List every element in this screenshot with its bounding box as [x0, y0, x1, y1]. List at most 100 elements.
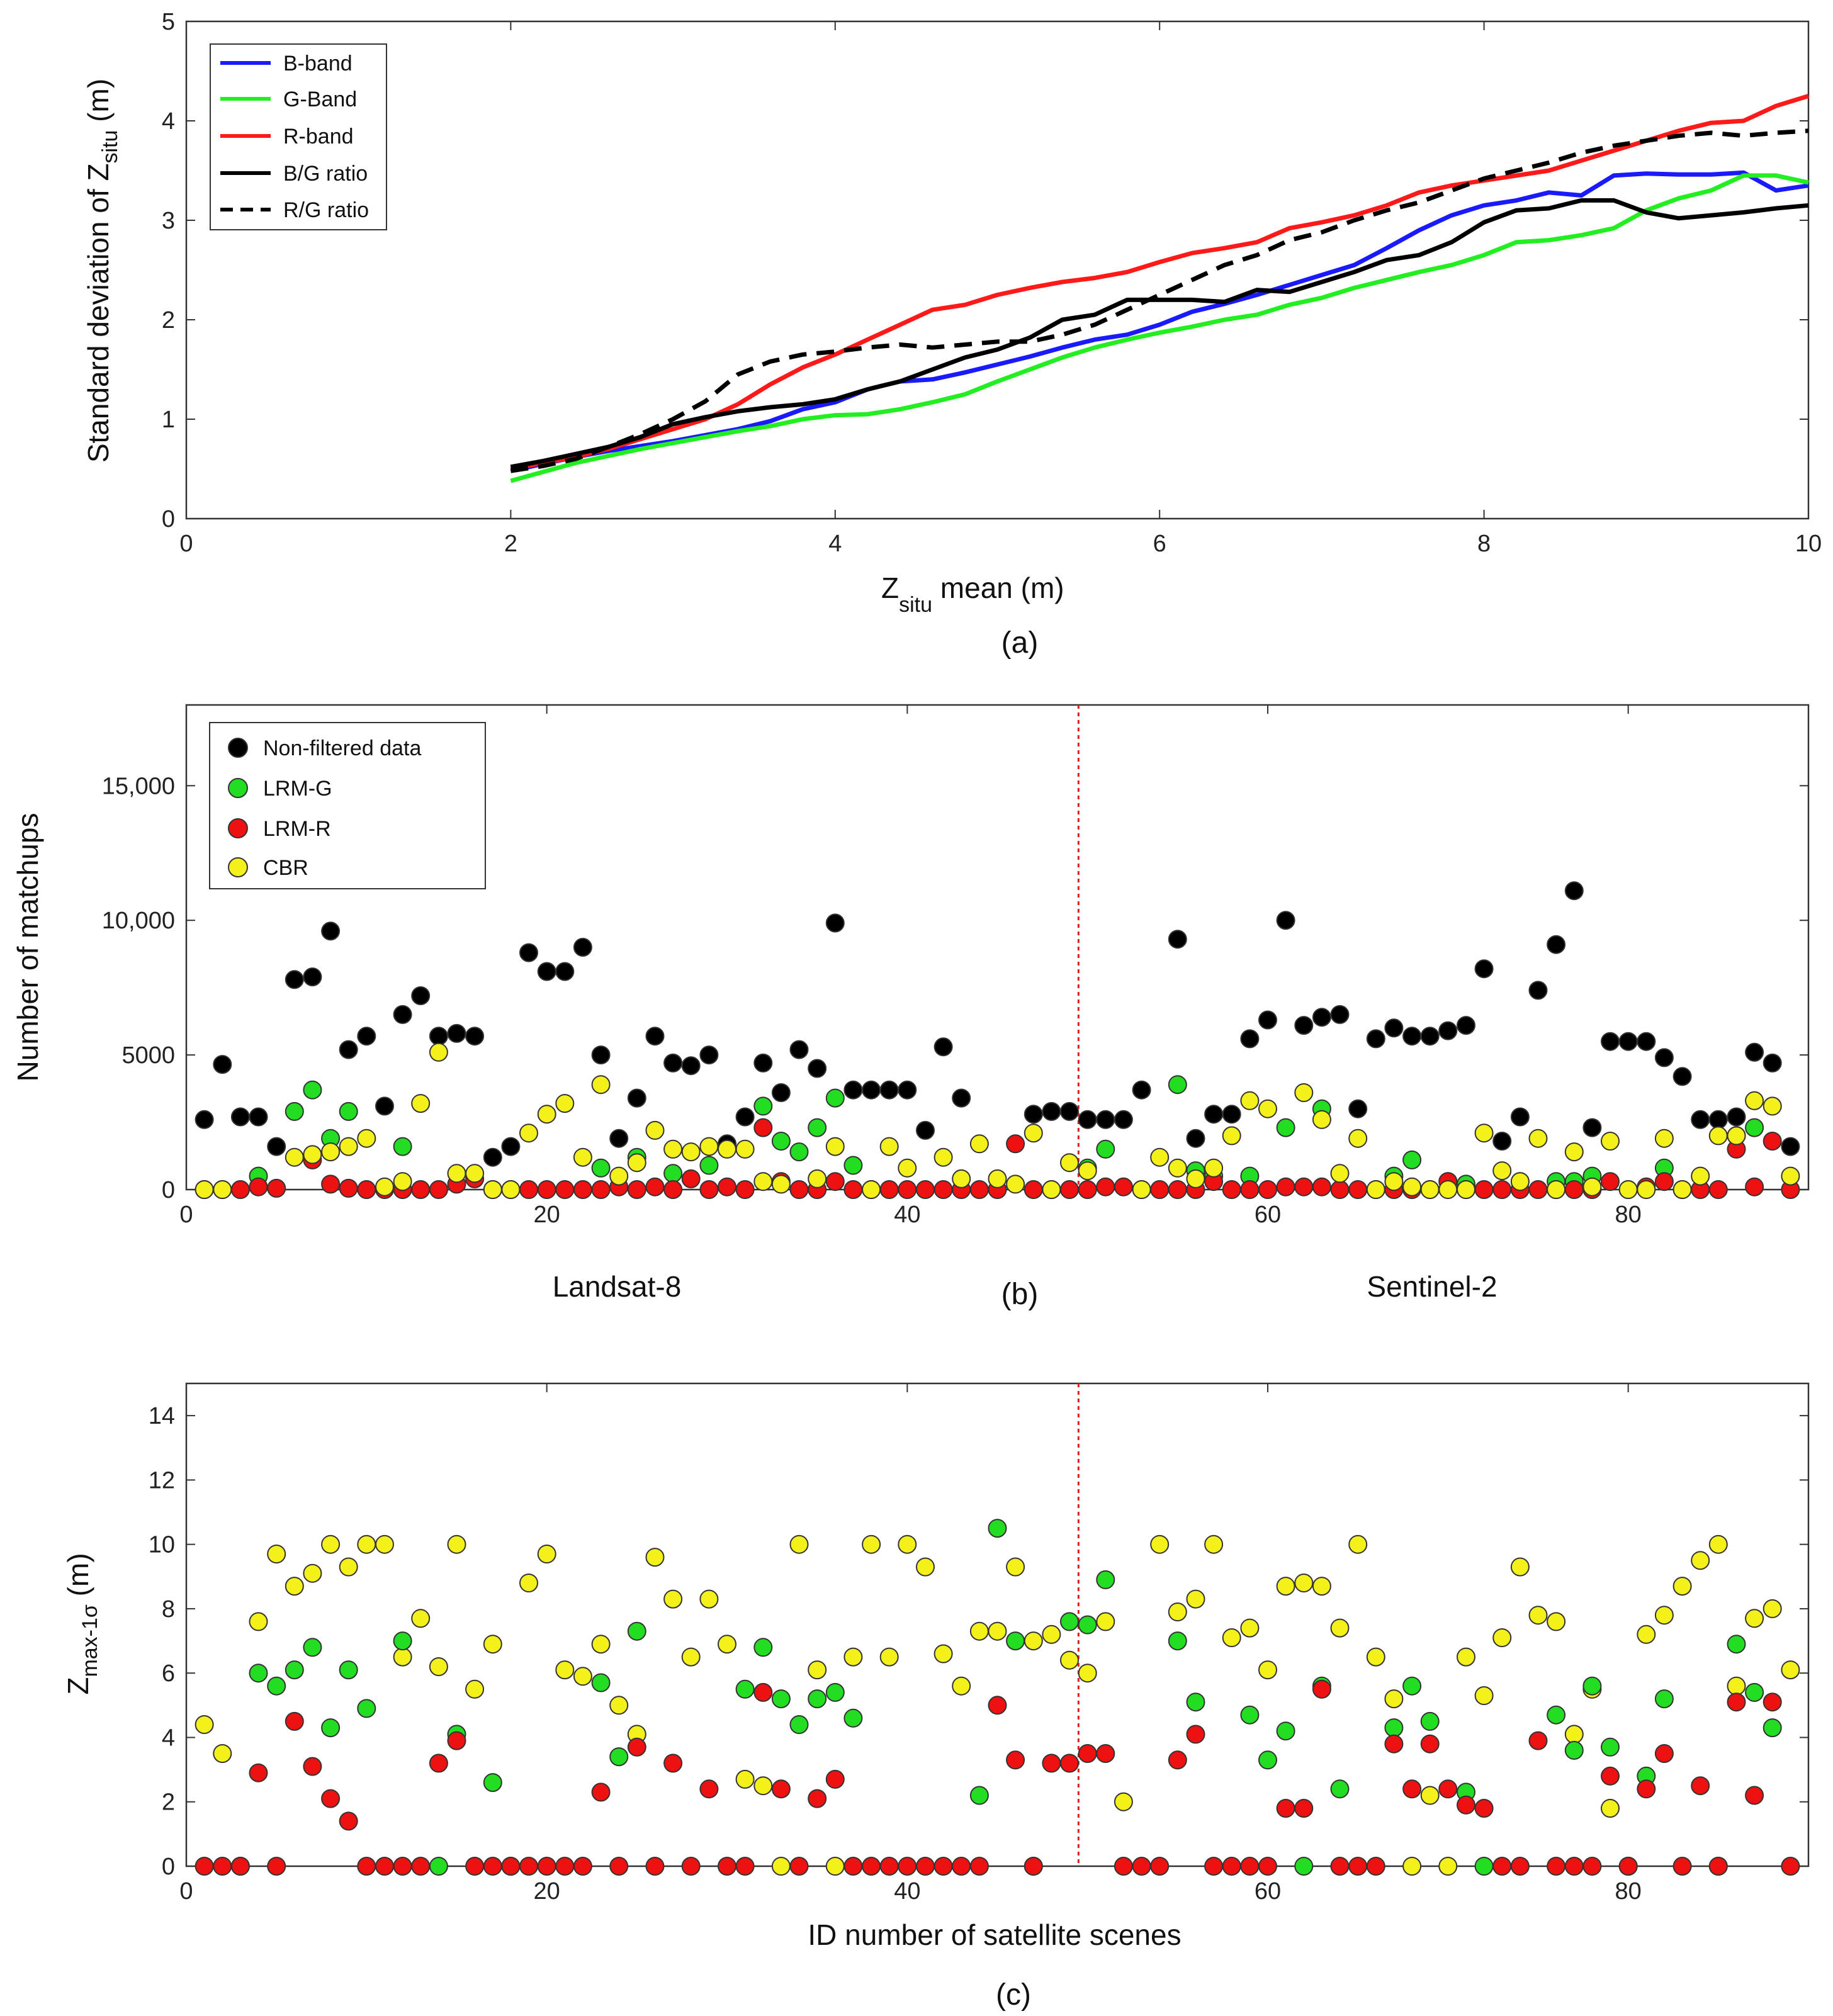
point-lrm-g [393, 1137, 412, 1156]
point-cbr [303, 1145, 322, 1164]
point-lrm-g [285, 1660, 304, 1680]
point-cbr [808, 1660, 827, 1680]
point-cbr [1330, 1164, 1350, 1183]
point-lrm-r [789, 1180, 809, 1199]
panel-b-xtick-label: 80 [1615, 1202, 1642, 1228]
point-non-filtered-data [1762, 1053, 1782, 1073]
point-lrm-r [249, 1177, 268, 1197]
point-lrm-r [898, 1180, 917, 1199]
panel-b-ylabel: Number of matchups [11, 813, 44, 1082]
point-lrm-r [699, 1180, 719, 1199]
legend-lrm-r-marker [228, 818, 248, 838]
panel-c-xtick-label: 0 [179, 1878, 193, 1905]
point-lrm-r [663, 1754, 683, 1773]
point-lrm-g [627, 1621, 646, 1641]
point-lrm-g [808, 1689, 827, 1709]
point-lrm-r [1024, 1857, 1043, 1876]
point-cbr [1294, 1574, 1314, 1592]
point-cbr [1637, 1625, 1656, 1644]
point-cbr [1150, 1147, 1170, 1167]
point-lrm-r [303, 1757, 322, 1776]
point-lrm-r [357, 1857, 376, 1876]
point-cbr [663, 1589, 683, 1609]
point-cbr [898, 1158, 917, 1178]
point-non-filtered-data [825, 913, 845, 933]
point-cbr [952, 1676, 971, 1696]
panel-c-ytick-label: 4 [162, 1725, 175, 1751]
point-non-filtered-data [933, 1037, 953, 1057]
point-cbr [1654, 1606, 1674, 1625]
point-non-filtered-data [645, 1027, 665, 1046]
point-lrm-r [465, 1857, 485, 1876]
legend-cbr-label: CBR [263, 856, 308, 880]
point-lrm-r [267, 1178, 286, 1198]
point-cbr [375, 1177, 394, 1197]
panel-a-xtick-label: 8 [1477, 531, 1491, 557]
point-lrm-r [1186, 1725, 1205, 1744]
point-lrm-r [1222, 1180, 1241, 1199]
point-non-filtered-data [267, 1137, 286, 1156]
point-non-filtered-data [1114, 1110, 1133, 1129]
point-cbr [195, 1180, 214, 1199]
panel-c-xtick-label: 80 [1615, 1878, 1642, 1905]
point-non-filtered-data [1384, 1018, 1404, 1038]
point-lrm-r [1582, 1857, 1602, 1876]
legend-bg-ratio-label: B/G ratio [283, 162, 368, 186]
point-non-filtered-data [1294, 1016, 1314, 1035]
legend-nonfiltered-marker [228, 738, 248, 758]
point-lrm-r [357, 1180, 376, 1199]
point-cbr [879, 1137, 899, 1156]
point-lrm-r [411, 1180, 431, 1199]
panel-a-ytick-label: 2 [162, 307, 175, 334]
point-cbr [195, 1715, 214, 1734]
point-lrm-g [1186, 1692, 1205, 1712]
point-cbr [1474, 1123, 1494, 1143]
point-lrm-r [429, 1754, 448, 1773]
point-cbr [735, 1769, 755, 1789]
point-lrm-r [1474, 1180, 1494, 1199]
point-lrm-g [825, 1088, 845, 1108]
point-cbr [339, 1557, 358, 1577]
point-lrm-r [1637, 1779, 1656, 1799]
point-lrm-r [1078, 1180, 1097, 1199]
point-lrm-g [591, 1673, 611, 1692]
point-cbr [1114, 1792, 1133, 1811]
point-lrm-r [645, 1177, 665, 1197]
panel-a-xtick-label: 0 [179, 531, 193, 557]
point-non-filtered-data [753, 1053, 773, 1073]
series-line-r-g-ratio [510, 128, 1809, 473]
point-lrm-r [429, 1180, 448, 1199]
point-non-filtered-data [213, 1055, 232, 1074]
point-cbr [627, 1153, 646, 1173]
point-lrm-r [1168, 1750, 1187, 1770]
point-cbr [1186, 1169, 1205, 1188]
point-cbr [555, 1094, 575, 1113]
point-lrm-r [1457, 1795, 1475, 1815]
panel-c-xlabel: ID number of satellite scenes [808, 1918, 1181, 1951]
point-lrm-r [591, 1180, 611, 1199]
point-lrm-g [1745, 1118, 1764, 1137]
point-lrm-g [1745, 1682, 1764, 1702]
point-lrm-r [1762, 1692, 1782, 1712]
legend-rg-ratio-label: R/G ratio [283, 198, 369, 222]
point-cbr [1276, 1577, 1295, 1596]
point-cbr [591, 1635, 611, 1654]
panel-c: 0 20 40 60 80 0 2 4 6 8 10 12 14 Zmax-1σ (m) ID numb… [62, 1382, 1810, 2012]
panel-c-xtick-label: 60 [1255, 1878, 1281, 1905]
point-lrm-r [1601, 1172, 1620, 1191]
point-cbr [1042, 1180, 1061, 1199]
point-lrm-r [483, 1857, 502, 1876]
point-non-filtered-data [591, 1045, 611, 1065]
point-cbr [1564, 1725, 1584, 1744]
point-non-filtered-data [519, 943, 538, 962]
point-non-filtered-data [1474, 959, 1494, 979]
point-lrm-r [1708, 1180, 1728, 1199]
panel-a-label: (a) [1001, 626, 1039, 660]
point-non-filtered-data [501, 1137, 521, 1156]
point-non-filtered-data [537, 962, 556, 981]
point-cbr [1727, 1676, 1746, 1696]
panel-a-frame [185, 20, 1810, 520]
point-cbr [1240, 1618, 1260, 1638]
point-lrm-r [1528, 1731, 1548, 1750]
point-cbr [735, 1139, 755, 1159]
